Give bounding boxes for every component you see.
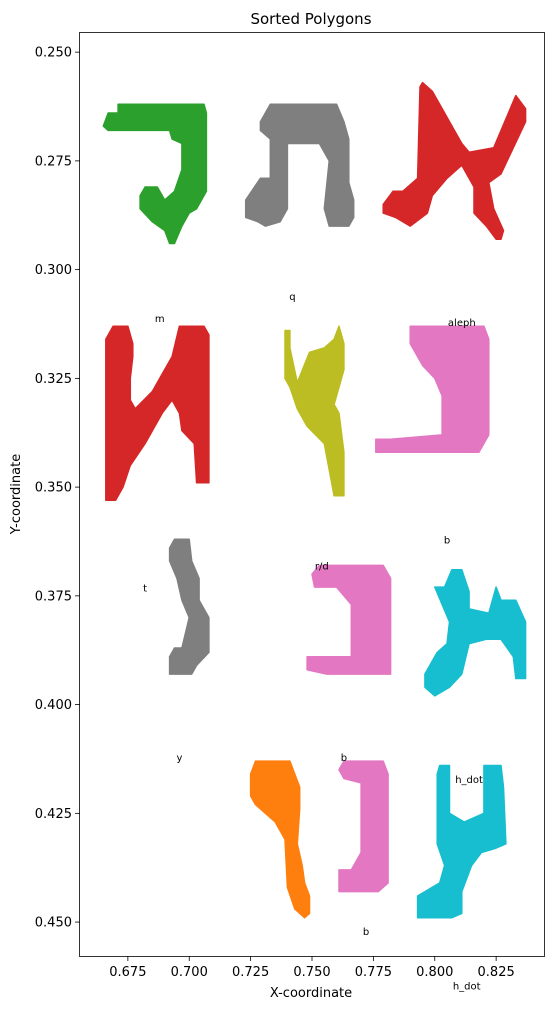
y-tick-label-7: 0.425 xyxy=(35,807,72,822)
x-axis: 0.675 0.700 0.725 0.750 0.775 0.800 0.825 xyxy=(109,956,514,980)
y-axis-title: Y-coordinate xyxy=(9,454,24,535)
polygon-6 xyxy=(170,539,209,674)
y-axis: 0.250 0.275 0.300 0.325 0.350 0.375 0.400 0.425… xyxy=(35,46,80,931)
polygon-5 xyxy=(376,326,489,452)
polygon-9 xyxy=(251,761,310,918)
annotation-0: m xyxy=(155,314,165,325)
y-tick-label-3: 0.325 xyxy=(35,372,72,387)
x-axis-title: X-coordinate xyxy=(270,986,352,1001)
annotation-6: y xyxy=(176,753,182,764)
x-tick-label-3: 0.750 xyxy=(293,965,330,980)
annotation-8: h_dot xyxy=(455,775,483,786)
polygon-4 xyxy=(285,326,344,496)
y-tick-label-0: 0.250 xyxy=(35,46,72,61)
polygon-10 xyxy=(339,761,388,892)
polygon-3 xyxy=(106,326,209,500)
polygon-0 xyxy=(103,104,206,243)
x-tick-label-0: 0.675 xyxy=(109,965,146,980)
annotation-9: b xyxy=(363,927,369,938)
annotation-7: b xyxy=(341,753,347,764)
x-tick-label-2: 0.725 xyxy=(232,965,269,980)
y-tick-label-5: 0.375 xyxy=(35,589,72,604)
polygon-2 xyxy=(383,83,525,240)
y-tick-label-8: 0.450 xyxy=(35,916,72,931)
annotation-4: r/d xyxy=(315,562,329,573)
polygon-7 xyxy=(307,565,391,674)
y-tick-label-1: 0.275 xyxy=(35,154,72,169)
annotation-5: b xyxy=(444,536,450,547)
y-tick-label-6: 0.400 xyxy=(35,698,72,713)
x-tick-label-4: 0.775 xyxy=(355,965,392,980)
polygon-11 xyxy=(418,766,506,918)
polygon-1 xyxy=(246,104,354,226)
polygons-layer xyxy=(103,83,525,918)
x-tick-label-6: 0.825 xyxy=(478,965,515,980)
annotation-3: t xyxy=(143,584,147,595)
annotation-10: h_dot xyxy=(453,982,481,993)
y-tick-label-4: 0.350 xyxy=(35,481,72,496)
x-tick-label-1: 0.700 xyxy=(171,965,208,980)
y-tick-label-2: 0.300 xyxy=(35,263,72,278)
annotation-1: q xyxy=(289,292,295,303)
x-tick-label-5: 0.800 xyxy=(416,965,453,980)
polygon-8 xyxy=(425,570,526,696)
annotation-2: aleph xyxy=(448,318,476,329)
chart-title: Sorted Polygons xyxy=(250,10,371,28)
